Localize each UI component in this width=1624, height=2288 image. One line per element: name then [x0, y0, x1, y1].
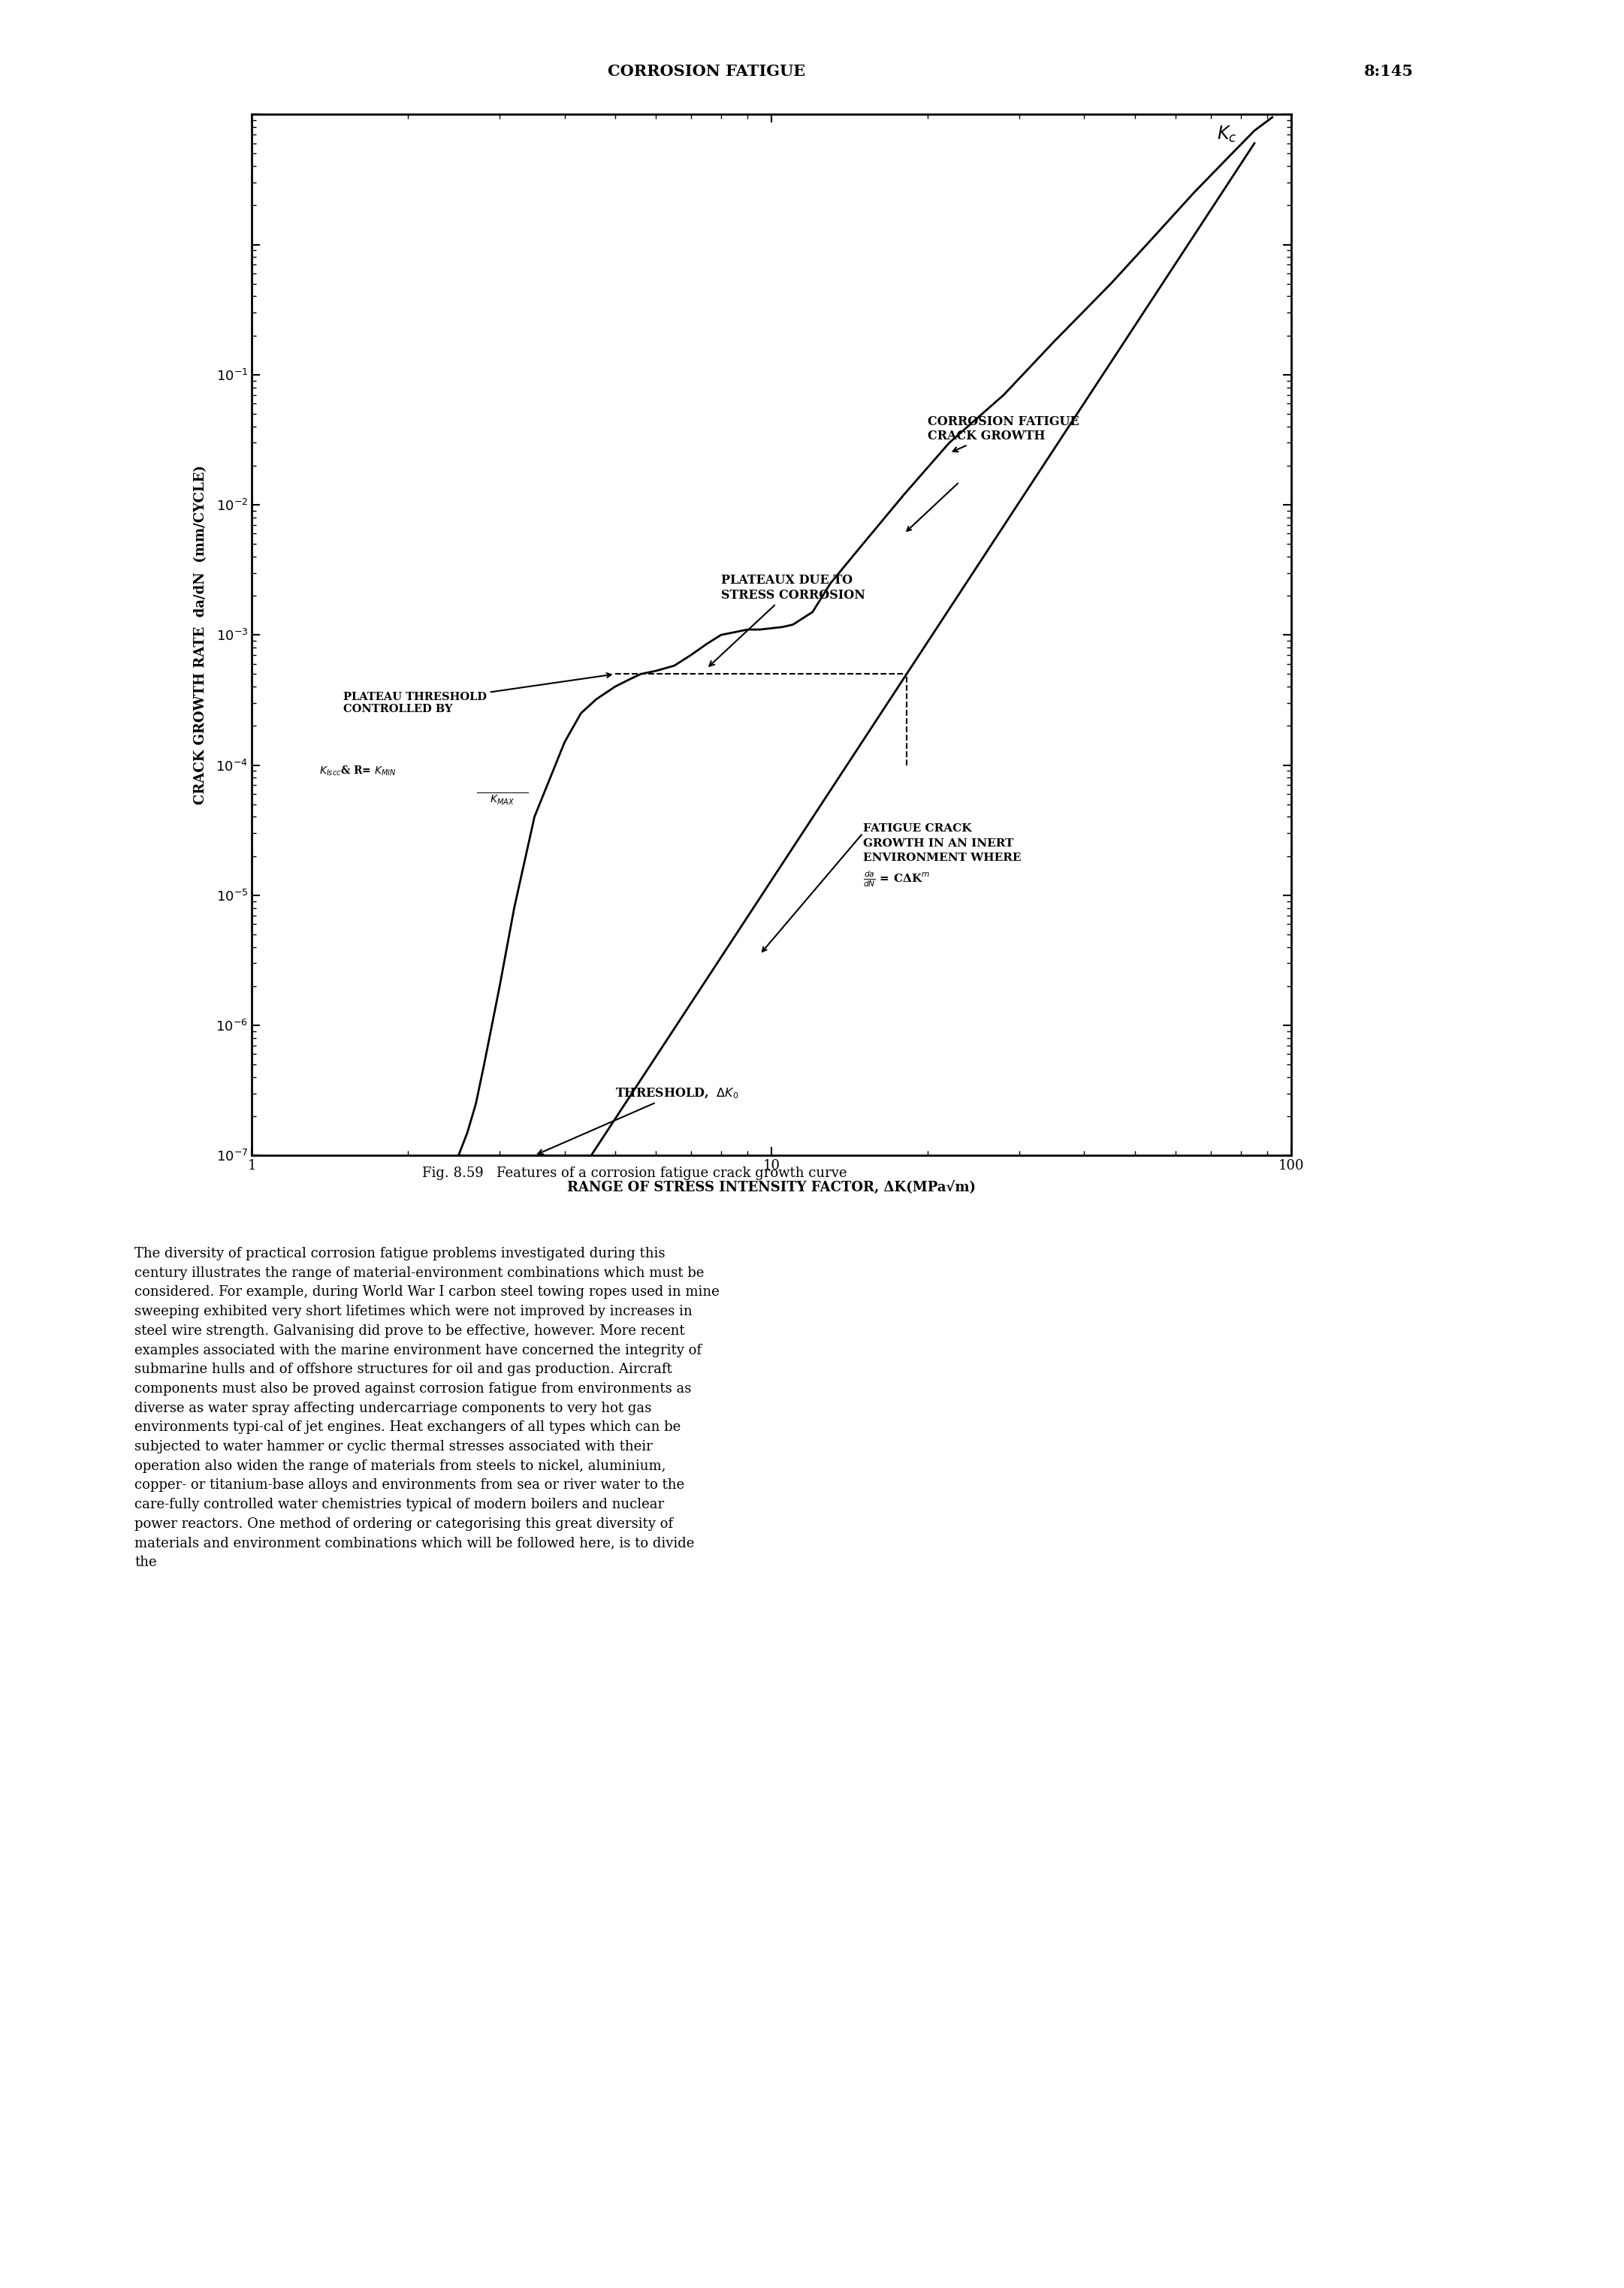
Text: PLATEAUX DUE TO
STRESS CORROSION: PLATEAUX DUE TO STRESS CORROSION — [710, 574, 866, 666]
Text: PLATEAU THRESHOLD
CONTROLLED BY: PLATEAU THRESHOLD CONTROLLED BY — [343, 673, 611, 714]
Text: $\overline{\ \ \ \ K_{MAX}\ \ \ \ }$: $\overline{\ \ \ \ K_{MAX}\ \ \ \ }$ — [476, 792, 528, 808]
Text: The diversity of practical corrosion fatigue problems investigated during this
c: The diversity of practical corrosion fat… — [135, 1247, 719, 1570]
Text: 8:145: 8:145 — [1364, 64, 1413, 80]
Text: $K_c$: $K_c$ — [1216, 126, 1237, 144]
X-axis label: RANGE OF STRESS INTENSITY FACTOR, ΔK(MPa√m): RANGE OF STRESS INTENSITY FACTOR, ΔK(MPa… — [567, 1181, 976, 1194]
Text: Fig. 8.59   Features of a corrosion fatigue crack growth curve: Fig. 8.59 Features of a corrosion fatigu… — [422, 1167, 848, 1181]
Text: THRESHOLD,  $\Delta K_0$: THRESHOLD, $\Delta K_0$ — [538, 1087, 739, 1153]
Y-axis label: CRACK GROWTH RATE  da/dN  (mm/CYCLE): CRACK GROWTH RATE da/dN (mm/CYCLE) — [193, 464, 208, 805]
Text: CORROSION FATIGUE
CRACK GROWTH: CORROSION FATIGUE CRACK GROWTH — [927, 414, 1080, 451]
Text: CORROSION FATIGUE: CORROSION FATIGUE — [607, 64, 806, 80]
Text: FATIGUE CRACK
GROWTH IN AN INERT
ENVIRONMENT WHERE
$\frac{da}{dN}$ = CΔK$^m$: FATIGUE CRACK GROWTH IN AN INERT ENVIRON… — [862, 824, 1021, 888]
Text: $K_{Iscc}$& R= $K_{MIN}$: $K_{Iscc}$& R= $K_{MIN}$ — [320, 764, 396, 778]
